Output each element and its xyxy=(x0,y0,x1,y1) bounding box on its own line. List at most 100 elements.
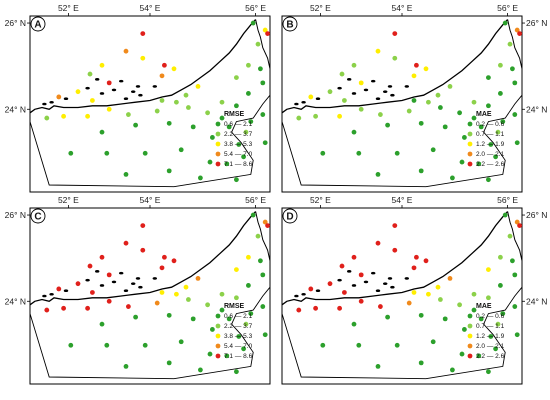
station-point xyxy=(385,314,390,320)
station-point xyxy=(514,140,520,146)
station-point xyxy=(106,272,112,278)
map-panel-d: 52° E 54° E 56° E 26° N 24° N D MAE 0.2 — 0.6 0.… xyxy=(281,195,547,385)
x-tick-label: 56° E xyxy=(245,195,266,205)
station-point xyxy=(142,342,148,348)
island xyxy=(152,277,157,280)
station-point xyxy=(166,168,172,174)
station-point xyxy=(243,129,249,135)
station-point xyxy=(140,31,146,36)
station-point xyxy=(375,172,381,177)
station-point xyxy=(154,300,160,306)
east-coastline xyxy=(255,19,271,69)
legend-label: 5.4 — 7.0 xyxy=(224,343,253,350)
station-point xyxy=(265,31,270,36)
island xyxy=(371,271,376,275)
station-point xyxy=(258,66,263,72)
island xyxy=(387,277,393,280)
legend-label: 1.2 — 1.9 xyxy=(476,333,505,340)
station-point xyxy=(351,321,357,327)
x-tick-label: 54° E xyxy=(140,3,161,13)
legend-label: 3.8 — 5.3 xyxy=(224,141,253,148)
legend-swatch xyxy=(467,323,473,329)
island xyxy=(99,284,105,287)
station-point xyxy=(85,113,90,119)
y-tick-label: 24° N xyxy=(5,296,26,306)
station-point xyxy=(140,247,146,253)
island xyxy=(363,88,369,92)
x-tick-label: 52° E xyxy=(310,3,331,13)
station-point xyxy=(123,364,129,369)
country-border xyxy=(29,94,271,188)
panel-letter: C xyxy=(34,212,41,223)
station-point xyxy=(435,284,441,290)
station-point xyxy=(392,223,398,229)
station-point xyxy=(414,62,419,68)
station-point xyxy=(87,71,93,77)
station-point xyxy=(234,103,239,109)
island xyxy=(138,285,143,289)
island xyxy=(375,289,381,293)
island xyxy=(63,97,69,101)
country-border xyxy=(281,94,523,188)
station-point xyxy=(478,316,484,322)
island xyxy=(294,294,299,298)
station-point xyxy=(471,99,477,105)
station-point xyxy=(476,161,482,167)
station-point xyxy=(125,304,131,309)
island xyxy=(152,85,157,88)
station-point xyxy=(171,258,177,264)
legend-label: 0.2 — 0.6 xyxy=(476,313,505,320)
station-point xyxy=(339,71,345,77)
x-tick-label: 56° E xyxy=(245,3,266,13)
station-point xyxy=(486,103,491,109)
station-point xyxy=(459,351,465,357)
island xyxy=(85,278,90,282)
station-point xyxy=(219,307,225,313)
panel-frame xyxy=(29,15,271,193)
station-point xyxy=(498,283,503,288)
island xyxy=(337,278,342,282)
x-tick-label: 56° E xyxy=(497,195,518,205)
station-point xyxy=(178,339,184,345)
station-point xyxy=(234,295,239,301)
station-point xyxy=(243,321,249,327)
legend-label: 2.0 — 2.1 xyxy=(476,151,505,158)
station-point xyxy=(234,369,239,375)
y-tick-label: 26° N xyxy=(5,18,26,28)
x-tick-label: 54° E xyxy=(392,3,413,13)
station-point xyxy=(486,177,491,183)
station-point xyxy=(125,112,131,117)
station-point xyxy=(411,73,417,79)
station-point xyxy=(394,342,400,348)
station-point xyxy=(512,272,518,278)
station-point xyxy=(507,41,513,47)
x-tick-label: 54° E xyxy=(392,195,413,205)
station-point xyxy=(56,286,62,292)
legend-label: 2.2 — 2.6 xyxy=(476,161,505,168)
station-point xyxy=(517,223,522,229)
station-point xyxy=(133,314,139,320)
station-point xyxy=(430,339,436,345)
station-point xyxy=(426,291,431,297)
station-point xyxy=(234,177,239,183)
station-point xyxy=(358,298,364,304)
island xyxy=(301,100,306,104)
station-point xyxy=(418,312,424,318)
station-point xyxy=(358,80,364,86)
east-coastline xyxy=(507,211,523,261)
island xyxy=(363,280,369,284)
legend-title: RMSE xyxy=(224,303,245,310)
station-point xyxy=(205,302,211,308)
island xyxy=(131,282,136,285)
station-point xyxy=(190,124,196,130)
panel-frame xyxy=(281,15,523,193)
legend-label: 0.7 — 1.1 xyxy=(476,323,505,330)
legend-swatch xyxy=(215,121,221,127)
station-point xyxy=(265,223,270,229)
station-point xyxy=(435,92,441,98)
station-point xyxy=(411,98,417,103)
station-point xyxy=(514,219,520,225)
station-point xyxy=(308,94,314,100)
station-point xyxy=(219,99,225,105)
legend-label: 1.2 — 1.9 xyxy=(476,141,505,148)
